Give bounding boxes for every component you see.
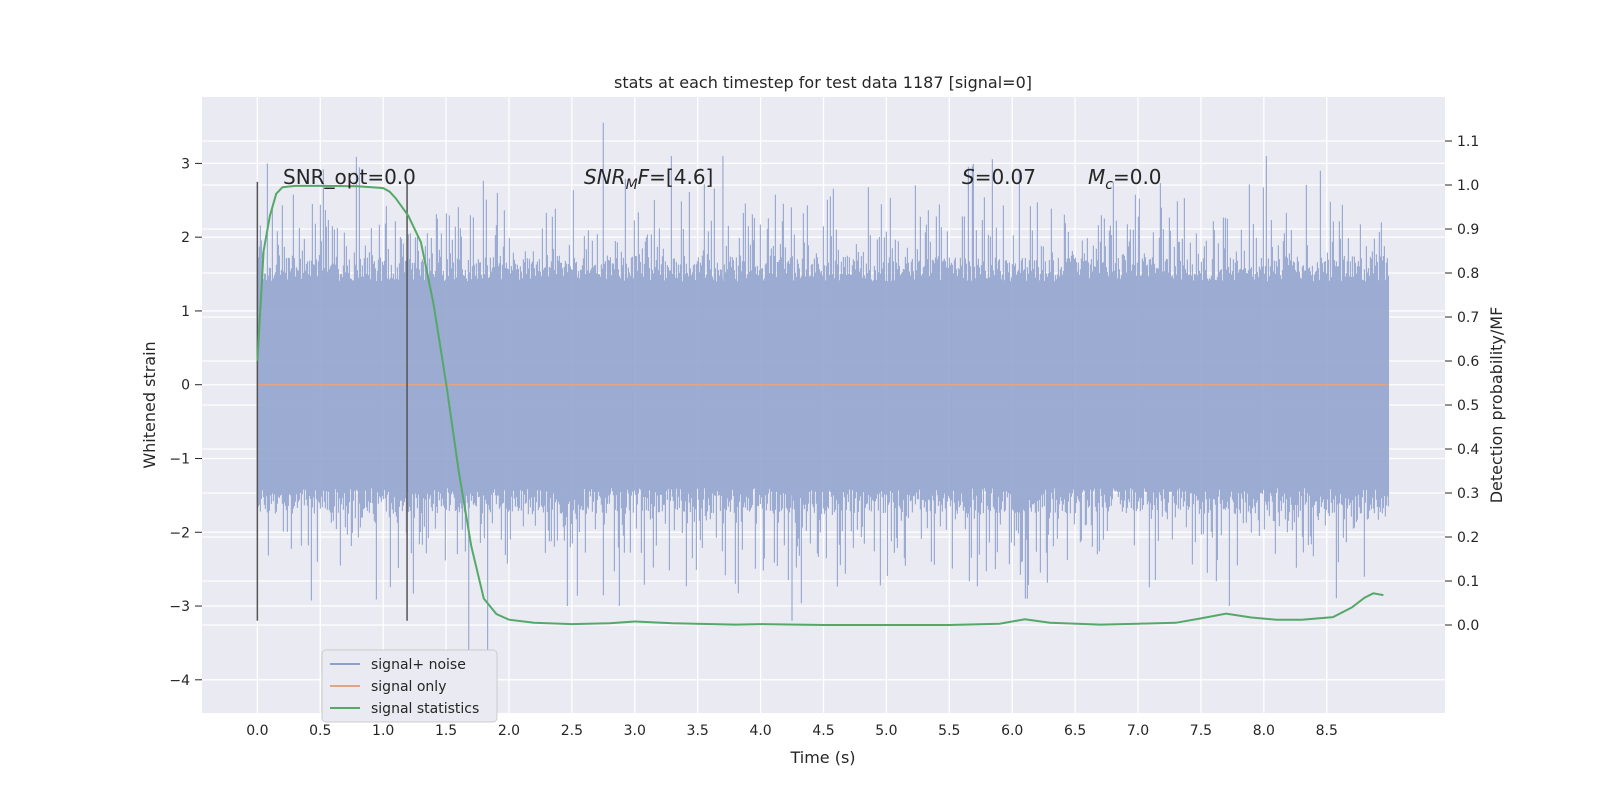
x-tick-label: 1.0 bbox=[372, 723, 394, 739]
x-tick-label: 8.0 bbox=[1253, 723, 1275, 739]
x-tick-label: 5.0 bbox=[875, 723, 897, 739]
annotation-s: S=0.07 bbox=[962, 165, 1036, 189]
y-axis-ticks: 3 2 1 0 −1 −2 −3 −4 bbox=[169, 156, 202, 689]
y-axis-label: Whitened strain bbox=[140, 341, 159, 468]
y2-tick-label: 1.0 bbox=[1457, 178, 1479, 194]
y2-tick-label: 0.3 bbox=[1457, 486, 1479, 502]
y2-tick-label: 0.2 bbox=[1457, 530, 1479, 546]
x-axis-label: Time (s) bbox=[789, 748, 855, 767]
y2-tick-label: 0.5 bbox=[1457, 398, 1479, 414]
x-tick-label: 6.5 bbox=[1064, 723, 1086, 739]
chart-title: stats at each timestep for test data 118… bbox=[614, 73, 1032, 92]
annotation-snr-opt: SNR_opt=0.0 bbox=[283, 165, 416, 189]
y2-tick-label: 0.4 bbox=[1457, 442, 1479, 458]
y-tick-label: −4 bbox=[169, 673, 190, 689]
x-tick-label: 3.0 bbox=[624, 723, 646, 739]
x-tick-label: 7.0 bbox=[1127, 723, 1149, 739]
x-tick-label: 3.5 bbox=[687, 723, 709, 739]
x-tick-label: 0.5 bbox=[309, 723, 331, 739]
signal-statistics-line bbox=[256, 184, 1384, 626]
annotation-mc: Mc=0.0 bbox=[1088, 165, 1162, 193]
y2-tick-label: 0.7 bbox=[1457, 310, 1479, 326]
legend-label-noise: signal+ noise bbox=[371, 657, 466, 673]
x-axis-ticks: 0.0 0.5 1.0 1.5 2.0 2.5 3.0 3.5 4.0 4.5 5.0 5.5 6.0 6… bbox=[246, 723, 1338, 739]
marker-lines bbox=[256, 181, 408, 621]
legend-label-signal: signal only bbox=[371, 679, 446, 695]
y-tick-label: −2 bbox=[169, 525, 190, 541]
y-tick-label: 1 bbox=[181, 304, 190, 320]
x-tick-label: 8.5 bbox=[1316, 723, 1338, 739]
legend-box bbox=[321, 649, 498, 723]
y-tick-label: 2 bbox=[181, 230, 190, 246]
y-tick-label: 0 bbox=[181, 378, 190, 394]
x-tick-label: 2.5 bbox=[561, 723, 583, 739]
y2-tick-label: 0.1 bbox=[1457, 574, 1479, 590]
annotation-snr-mf: SNRMF=[4.6] bbox=[584, 165, 713, 193]
y-tick-label: −1 bbox=[169, 451, 190, 467]
signal-statistics-series bbox=[256, 184, 1384, 626]
y2-tick-label: 0.9 bbox=[1457, 222, 1479, 238]
y2-tick-label: 0.0 bbox=[1457, 618, 1479, 634]
legend: signal+ noise signal only signal statist… bbox=[321, 649, 498, 723]
x-tick-label: 5.5 bbox=[938, 723, 960, 739]
x-tick-label: 6.0 bbox=[1001, 723, 1023, 739]
y-tick-label: 3 bbox=[181, 156, 190, 172]
x-tick-label: 1.5 bbox=[435, 723, 457, 739]
x-tick-label: 2.0 bbox=[498, 723, 520, 739]
y2-tick-label: 0.8 bbox=[1457, 266, 1479, 282]
x-tick-label: 0.0 bbox=[246, 723, 268, 739]
legend-label-statistics: signal statistics bbox=[371, 701, 479, 717]
y-tick-label: −3 bbox=[169, 599, 190, 615]
y2-tick-label: 1.1 bbox=[1457, 134, 1479, 150]
x-tick-label: 4.0 bbox=[749, 723, 771, 739]
y2-tick-label: 0.6 bbox=[1457, 354, 1479, 370]
x-tick-label: 4.5 bbox=[812, 723, 834, 739]
x-tick-label: 7.5 bbox=[1190, 723, 1212, 739]
y2-axis-ticks: 1.1 1.0 0.9 0.8 0.7 0.6 0.5 0.4 0.3 0.2 0.1 0.0 bbox=[1445, 134, 1479, 634]
y2-axis-label: Detection probability/MF bbox=[1487, 307, 1506, 504]
